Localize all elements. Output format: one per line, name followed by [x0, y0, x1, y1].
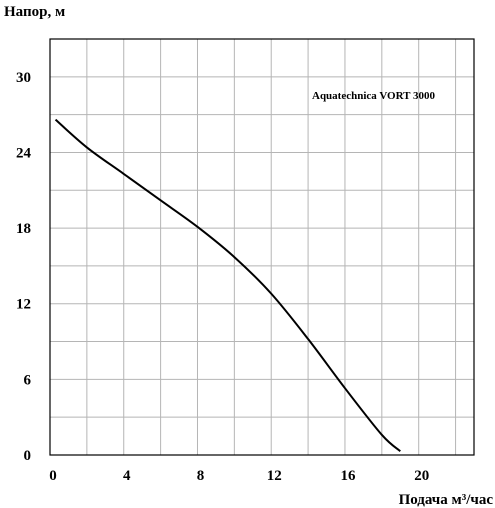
x-tick-label: 20 [414, 468, 429, 484]
x-tick-label: 16 [340, 468, 356, 484]
y-tick-label: 0 [24, 448, 32, 464]
y-tick-label: 6 [24, 372, 32, 388]
y-axis-label: Напор, м [4, 4, 65, 20]
x-tick-label: 8 [197, 468, 205, 484]
tick-labels: 0 4 8 12 16 20 0 6 12 18 24 30 [16, 70, 429, 484]
y-tick-label: 18 [16, 221, 31, 237]
series-line [54, 118, 401, 452]
grid [50, 39, 474, 455]
plot-frame [49, 38, 475, 456]
chart-annotation: Aquatechnica VORT 3000 [312, 90, 436, 102]
y-tick-label: 12 [16, 297, 31, 313]
y-tick-label: 30 [16, 70, 31, 86]
x-tick-label: 12 [267, 468, 282, 484]
series-layer [54, 118, 401, 452]
x-tick-label: 4 [123, 468, 131, 484]
x-axis-label: Подача м³/час [399, 492, 494, 508]
x-tick-label: 0 [49, 468, 57, 484]
y-tick-label: 24 [16, 145, 32, 161]
